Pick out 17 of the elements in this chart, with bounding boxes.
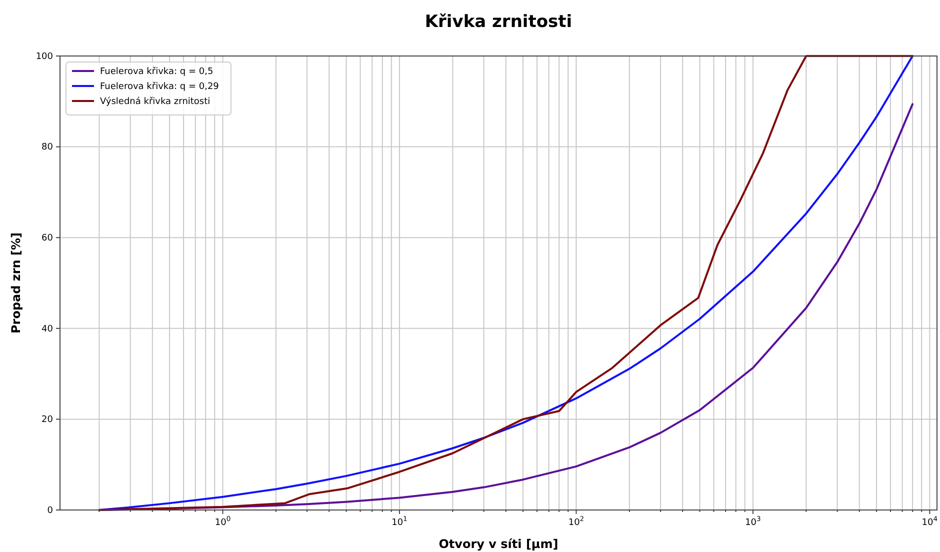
x-tick-label: 10$^{3}$ xyxy=(745,515,761,528)
legend-label: Fuelerova křivka: q = 0,5 xyxy=(100,66,214,77)
legend-label: Výsledná křivka zrnitosti xyxy=(100,96,210,107)
y-tick-label: 0 xyxy=(47,506,54,516)
x-tick-label: 10$^{4}$ xyxy=(922,515,938,528)
chart-title: Křivka zrnitosti xyxy=(424,12,572,32)
y-tick-label: 40 xyxy=(42,324,54,334)
legend-label: Fuelerova křivka: q = 0,29 xyxy=(100,81,220,92)
y-tick-label: 80 xyxy=(42,142,54,153)
y-tick-label: 60 xyxy=(42,233,54,244)
x-axis-title: Otvory v síti [µm] xyxy=(438,537,558,551)
y-axis-title: Propad zrn [%] xyxy=(9,232,23,334)
x-tick-label: 10$^{0}$ xyxy=(214,515,231,528)
x-tick-label: 10$^{1}$ xyxy=(392,515,408,528)
y-tick-label: 100 xyxy=(36,52,54,62)
x-tick-label: 10$^{2}$ xyxy=(568,515,584,528)
y-tick-label: 20 xyxy=(42,415,54,426)
